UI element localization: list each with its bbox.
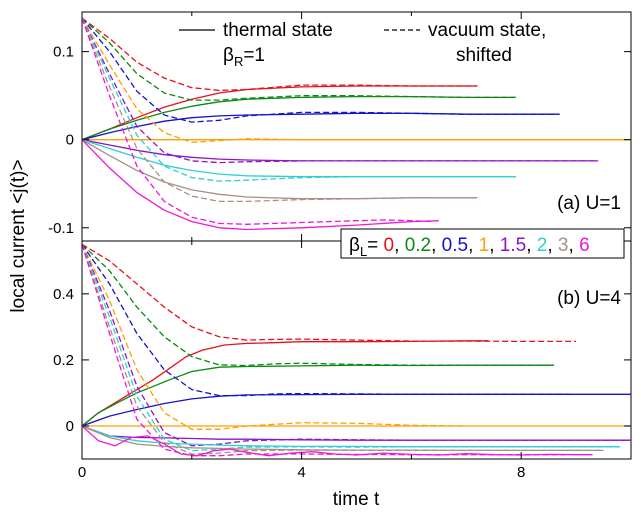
panel-a-frame xyxy=(81,11,632,242)
panel-a-ytick-label: -0.1 xyxy=(48,220,74,237)
panel-b-thermal-line-beta-3 xyxy=(82,425,604,452)
panel-a-vacuum-line-beta-2 xyxy=(82,17,516,182)
panel-a-vacuum-line-beta-0.5 xyxy=(82,17,560,123)
legend-beta-value-2: 2 xyxy=(537,235,548,256)
beta-equals: = xyxy=(367,235,383,256)
panel-a-thermal-line-beta-1.5 xyxy=(82,139,599,162)
panel-b-ytick-label: 0.4 xyxy=(53,286,74,303)
panel-a-thermal-line-beta-0.5 xyxy=(82,112,560,141)
legend-beta-value-1: 1 xyxy=(479,235,490,256)
panel-b-ytick-label: 0 xyxy=(66,418,74,435)
legend-vacuum-sub: shifted xyxy=(456,45,512,66)
legend-separator: , xyxy=(468,235,479,256)
legend-separator: , xyxy=(394,235,405,256)
panel-a-vacuum-line-beta-0 xyxy=(82,17,478,92)
panel-b-vacuum-line-beta-3 xyxy=(82,244,604,455)
panel-b-vacuum-line-beta-0.2 xyxy=(82,243,555,367)
legend-thermal-label: thermal state xyxy=(223,20,333,41)
xtick-label: 4 xyxy=(297,464,305,481)
beta-legend-box xyxy=(340,228,625,259)
axis-tick-labels: -0.1 0 0.1 0 0.2 0.4 0 4 8 xyxy=(48,44,525,481)
legend-beta-value: =1 xyxy=(243,45,265,66)
panel-a-ytick-label: 0.1 xyxy=(53,44,74,61)
panel-a-label: (a) U=1 xyxy=(557,193,621,214)
panel-a-thermal-line-beta-0.2 xyxy=(82,95,516,141)
legend-separator: , xyxy=(489,235,500,256)
legend-thermal-beta: βR=1 xyxy=(223,45,265,69)
legend-beta-value-0.2: 0.2 xyxy=(405,235,431,256)
legend-beta-value-1.5: 1.5 xyxy=(500,235,526,256)
panel-b-series xyxy=(82,243,631,457)
panel-b-ytick-label: 0.2 xyxy=(53,352,74,369)
panel-b-vacuum-line-beta-6 xyxy=(82,244,566,457)
legend-beta-value-6: 6 xyxy=(579,235,590,256)
panel-a-thermal-line-beta-6 xyxy=(82,139,439,231)
xtick-label: 0 xyxy=(78,464,86,481)
legend-beta-value-3: 3 xyxy=(558,235,569,256)
panel-b-vacuum-line-beta-0.5 xyxy=(82,243,571,397)
legend-separator: , xyxy=(569,235,580,256)
line-style-legend: thermal state βR=1 vacuum state, shifted xyxy=(179,20,546,69)
legend-beta-value-0.5: 0.5 xyxy=(442,235,468,256)
legend-beta-symbol: β xyxy=(223,45,234,66)
panel-b-vacuum-line-beta-0 xyxy=(82,243,577,343)
beta-symbol: β xyxy=(349,235,360,256)
xtick-label: 8 xyxy=(517,464,525,481)
panel-a-thermal-line-beta-0 xyxy=(82,85,478,141)
panel-a-vacuum-line-beta-0.2 xyxy=(82,17,516,101)
panel-a-thermal-line-beta-3 xyxy=(82,139,478,200)
y-axis-label: local current <j(t)> xyxy=(8,159,29,312)
beta-legend-text: βL= 0, 0.2, 0.5, 1, 1.5, 2, 3, 6 xyxy=(349,235,590,259)
legend-separator: , xyxy=(431,235,442,256)
legend-separator: , xyxy=(547,235,558,256)
panel-a-vacuum-line-beta-3 xyxy=(82,17,478,203)
legend-beta-value-0: 0 xyxy=(384,235,395,256)
legend-beta-index: R xyxy=(234,54,243,69)
beta-legend: βL= 0, 0.2, 0.5, 1, 1.5, 2, 3, 6 xyxy=(340,228,625,259)
panel-b-vacuum-line-beta-2 xyxy=(82,244,620,452)
panel-b-vacuum-line-beta-1.5 xyxy=(82,244,631,447)
legend-vacuum-label: vacuum state, xyxy=(428,20,546,41)
panel-a-vacuum-line-beta-1 xyxy=(82,17,631,144)
panel-a-vacuum-line-beta-1.5 xyxy=(82,17,599,164)
panel-b-label: (b) U=4 xyxy=(557,288,621,309)
panel-b-vacuum-line-beta-1 xyxy=(82,244,467,430)
legend-separator: , xyxy=(526,235,537,256)
panel-a-vacuum-line-beta-6 xyxy=(82,17,434,225)
panel-a-ytick-label: 0 xyxy=(66,132,74,149)
x-axis-label: time t xyxy=(333,489,380,510)
panel-b-thermal-line-beta-0.5 xyxy=(82,393,631,427)
panel-a-series xyxy=(82,17,631,231)
beta-index: L xyxy=(360,244,367,259)
panel-a-thermal-line-beta-2 xyxy=(82,139,516,178)
